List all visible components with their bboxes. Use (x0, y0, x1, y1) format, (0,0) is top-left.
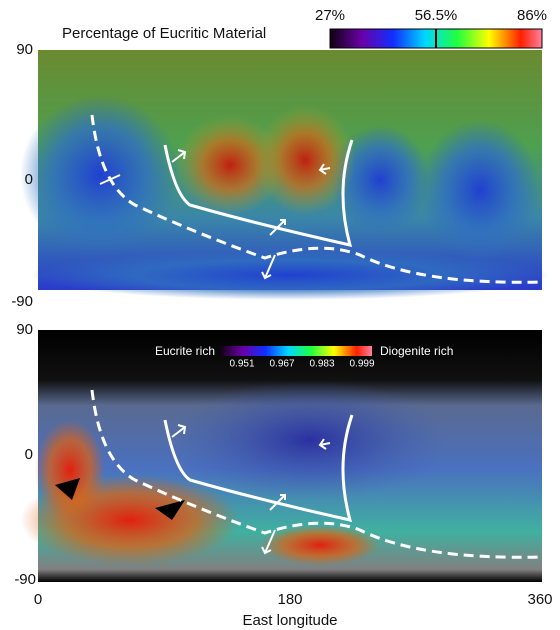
y-tick-label: 90 (16, 321, 33, 338)
colorbar-tick: 0.999 (349, 359, 374, 370)
colorbar-left-label: Eucrite rich (155, 344, 215, 358)
figure: Percentage of Eucritic Material 27% 56.5… (0, 0, 560, 630)
colorbar-tick: 86% (517, 7, 547, 24)
top-map (20, 50, 550, 300)
colorbar-tick: 0.951 (229, 359, 254, 370)
colorbar-tick: 56.5% (415, 7, 458, 24)
colorbar-right-label: Diogenite rich (380, 344, 453, 358)
y-tick-label: 0 (25, 171, 33, 188)
colorbar-tick: 27% (315, 7, 345, 24)
x-tick-label: 0 (34, 591, 42, 608)
colorbar-title: Percentage of Eucritic Material (62, 25, 266, 42)
colorbar-tick: 0.967 (269, 359, 294, 370)
y-tick-label: -90 (14, 571, 36, 588)
y-tick-label: -90 (11, 293, 33, 310)
y-tick-label: 90 (16, 41, 33, 58)
x-tick-label: 180 (277, 591, 302, 608)
y-tick-label: 0 (25, 446, 33, 463)
x-axis-label: East longitude (242, 612, 337, 629)
x-tick-label: 360 (527, 591, 552, 608)
colorbar-tick: 0.983 (309, 359, 334, 370)
